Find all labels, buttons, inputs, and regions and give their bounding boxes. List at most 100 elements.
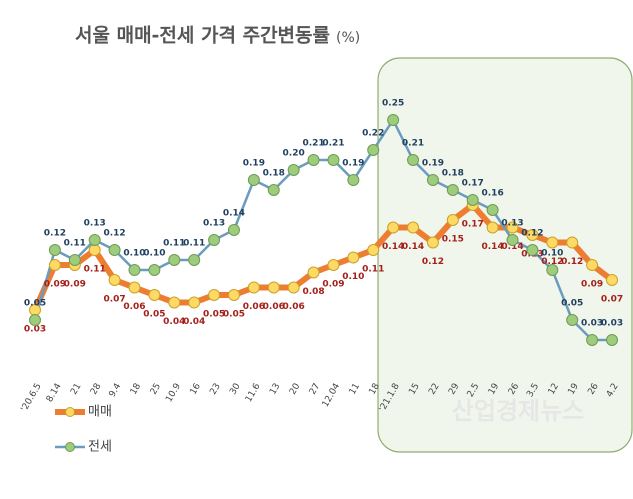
data-label: 0.13 [501,219,523,229]
data-label: 0.09 [581,280,603,290]
data-point [327,259,340,271]
unit-label: (%) [336,30,360,46]
data-point [546,236,559,249]
data-point [526,244,539,256]
data-point [48,259,61,271]
x-tick-label: 18 [129,382,144,397]
x-tick-label: 9.4 [108,382,124,400]
data-point [247,174,260,186]
data-point [227,289,240,301]
data-label: 0.12 [521,229,543,239]
data-label: 0.17 [462,179,484,189]
data-point [188,254,201,266]
data-label: 0.21 [322,139,344,149]
data-point [387,221,400,234]
data-point [267,184,280,196]
data-point [606,274,618,286]
data-point [426,174,439,186]
data-point [108,244,121,256]
data-label: 0.10 [541,249,563,259]
data-label: 0.07 [103,295,125,305]
data-label: 0.12 [541,257,563,267]
data-point [387,114,400,126]
x-tick-label: 12 [547,382,561,397]
data-label: 0.22 [362,129,384,139]
data-point [446,214,459,226]
data-label: 0.14 [402,242,424,252]
watermark: 산업경제뉴스 [452,397,584,425]
data-label: 0.15 [442,235,464,245]
data-label: 0.11 [163,239,185,249]
data-point [29,314,41,326]
data-point [208,289,221,301]
data-point [68,254,81,266]
x-tick-label: 11.6 [244,382,263,405]
data-point [526,229,539,241]
data-label: 0.10 [342,272,364,282]
data-label: 0.21 [302,139,324,149]
data-label: 0.09 [322,280,344,290]
data-label: 0.05 [203,310,225,320]
data-point [188,296,201,309]
x-tick-label: 10.9 [164,382,183,405]
data-point [506,234,519,246]
data-label: 0.10 [123,249,145,259]
data-point [407,154,420,166]
data-label: 0.05 [24,299,46,309]
data-point [327,154,340,166]
data-point [347,174,360,186]
x-tick-label: 8.14 [45,382,64,405]
data-label: 0.03 [24,325,46,335]
data-point [586,334,599,346]
x-tick-label: 28 [89,382,104,397]
data-point [446,184,459,196]
x-tick-label: 25 [149,382,163,397]
data-point [307,154,320,166]
data-label: 0.14 [501,242,523,252]
data-label: 0.06 [243,302,265,312]
highlight-box [377,57,633,453]
x-tick-label: 13 [268,382,282,397]
data-label: 0.09 [64,280,86,290]
data-label: 0.11 [84,265,106,275]
data-label: 0.05 [561,299,583,309]
data-point [546,264,559,276]
data-label: 0.25 [382,99,404,109]
data-label: 0.04 [163,317,185,327]
x-tick-label: 27 [308,382,322,397]
legend-label: 전세 [88,440,112,455]
data-label: 0.08 [302,287,324,297]
data-label: 0.10 [143,249,165,259]
data-label: 0.12 [44,229,66,239]
data-label: 0.06 [263,302,285,312]
data-point [287,164,300,176]
data-point [506,221,519,234]
data-point [128,264,141,276]
data-label: 0.12 [422,257,444,267]
data-label: 0.11 [64,239,86,249]
data-point [307,266,320,279]
data-label: 0.20 [283,149,305,159]
data-point [566,314,579,326]
data-point [486,221,499,234]
data-label: 0.03 [601,319,623,329]
data-point [208,234,221,246]
x-tick-label: 12.04 [321,382,343,410]
data-label: 0.18 [263,169,285,179]
data-point [128,281,141,294]
x-tick-label: 15 [407,382,421,397]
data-point [287,281,300,294]
data-label: 0.19 [243,159,265,169]
data-label: 0.11 [183,239,205,249]
data-point [566,236,579,249]
data-point [227,224,240,236]
data-point [168,254,181,266]
data-label: 0.06 [123,302,145,312]
data-point [466,194,479,206]
data-label: 0.17 [462,220,484,230]
data-point [606,334,618,346]
data-point [108,274,121,286]
data-point [347,251,360,264]
x-tick-label: '20.6.5 [20,382,44,414]
